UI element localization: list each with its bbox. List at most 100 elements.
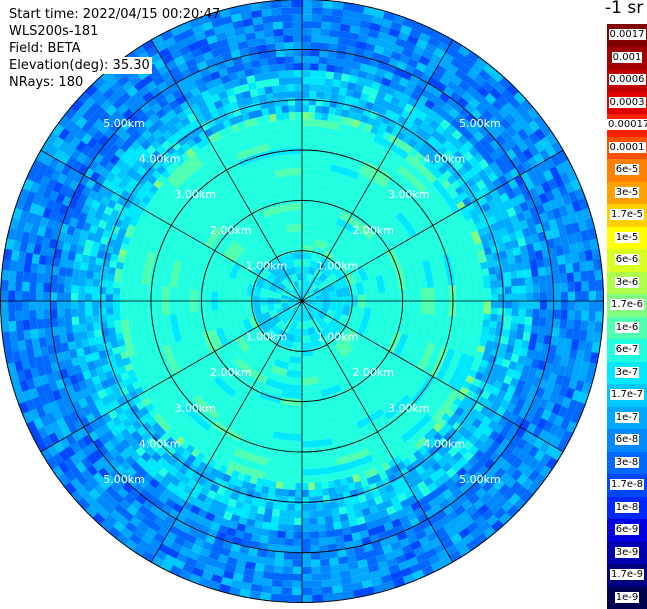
range-gate [575, 301, 582, 312]
range-gate [579, 261, 587, 273]
range-gate [588, 311, 596, 323]
range-gate [318, 538, 328, 546]
range-gate [284, 538, 294, 545]
range-gate [287, 84, 296, 91]
range-gate [525, 309, 532, 318]
range-gate [595, 311, 603, 323]
range-gate [547, 301, 554, 311]
colorbar-level-label: 6e-6 [615, 254, 640, 265]
range-gate [302, 98, 310, 105]
range-gate [525, 277, 533, 286]
range-gate [2, 268, 10, 280]
colorbar-level-label: 1e-8 [615, 502, 640, 513]
range-gate [85, 293, 92, 301]
range-gate [276, 57, 286, 65]
range-gate [1, 289, 8, 301]
colorbar-level: 1e-8 [607, 497, 647, 520]
range-gate [282, 14, 293, 22]
colorbar-level-label: 3e-8 [615, 457, 640, 468]
range-gate [113, 307, 120, 315]
colorbar-level-label: 1e-6 [615, 322, 640, 333]
colorbar-level: 3e-6 [607, 272, 647, 295]
ring-label: 4.00km [139, 437, 181, 450]
range-gate [505, 286, 512, 294]
range-gate [560, 273, 568, 284]
range-gate [302, 112, 309, 119]
range-gate [553, 283, 560, 293]
colorbar-level: 1e-7 [607, 407, 647, 430]
range-gate [292, 342, 302, 350]
range-gate [292, 7, 303, 14]
range-gate [512, 301, 519, 309]
range-gate [301, 560, 311, 567]
range-gate [588, 280, 596, 292]
range-gate [64, 283, 71, 292]
range-gate [29, 309, 37, 320]
colorbar-level: 1.7e-9 [607, 564, 647, 587]
range-gate [57, 300, 64, 310]
ring-label: 5.00km [103, 117, 145, 130]
instrument-name: WLS200s-181 [9, 23, 220, 40]
range-gate [574, 281, 582, 292]
ring-label: 1.00km [246, 259, 288, 272]
range-gate [273, 29, 284, 37]
range-gate [310, 552, 320, 559]
range-gate [280, 91, 289, 99]
range-gate [291, 567, 302, 574]
range-gate [292, 14, 303, 21]
range-gate [308, 497, 316, 504]
range-gate [29, 290, 36, 301]
colorbar-level-label: 6e-5 [615, 164, 640, 175]
colorbar-level: 6e-5 [607, 159, 647, 182]
range-gate [312, 7, 324, 15]
range-gate [294, 490, 302, 497]
range-gate [78, 300, 85, 309]
range-gate [293, 42, 303, 49]
range-gate [8, 279, 16, 291]
colorbar-level: 3e-7 [607, 362, 647, 385]
range-gate [8, 310, 16, 322]
elevation: Elevation(deg): 35.30 [9, 57, 152, 74]
range-gate [36, 291, 43, 301]
range-gate [284, 531, 293, 538]
range-gate [293, 259, 302, 267]
range-gate [490, 281, 498, 289]
range-gate [589, 291, 596, 302]
range-gate [319, 559, 330, 567]
ring-label: 1.00km [317, 331, 359, 344]
range-gate [292, 553, 302, 560]
range-gate [518, 285, 525, 294]
range-gate [311, 587, 323, 595]
range-gate [293, 532, 302, 539]
range-gate [279, 77, 288, 85]
range-gate [64, 292, 71, 301]
range-gate [273, 22, 284, 30]
range-gate [8, 290, 15, 301]
range-gate [99, 293, 106, 301]
range-gate [560, 282, 568, 293]
colorbar-level: 6e-8 [607, 429, 647, 452]
range-gate [71, 284, 78, 293]
colorbar-level: 6e-7 [607, 339, 647, 362]
range-gate [292, 560, 302, 567]
range-gate [311, 28, 322, 36]
range-gate [292, 28, 303, 35]
range-gate [293, 49, 303, 56]
range-gate [1, 310, 9, 322]
colorbar-level: 3e-5 [607, 182, 647, 205]
range-gate [8, 300, 15, 311]
range-gate [282, 566, 293, 574]
range-gate [23, 328, 31, 340]
range-gate [483, 281, 491, 289]
range-gate [589, 301, 596, 312]
range-gate [302, 56, 312, 63]
range-gate [321, 586, 333, 594]
range-gate [294, 497, 302, 504]
range-gate [286, 70, 295, 77]
range-gate [57, 308, 64, 318]
range-gate [328, 557, 339, 565]
range-gate [565, 263, 573, 274]
range-gate [284, 42, 294, 49]
ring-label: 3.00km [174, 188, 216, 201]
colorbar-level-label: 0.0001 [609, 142, 646, 153]
